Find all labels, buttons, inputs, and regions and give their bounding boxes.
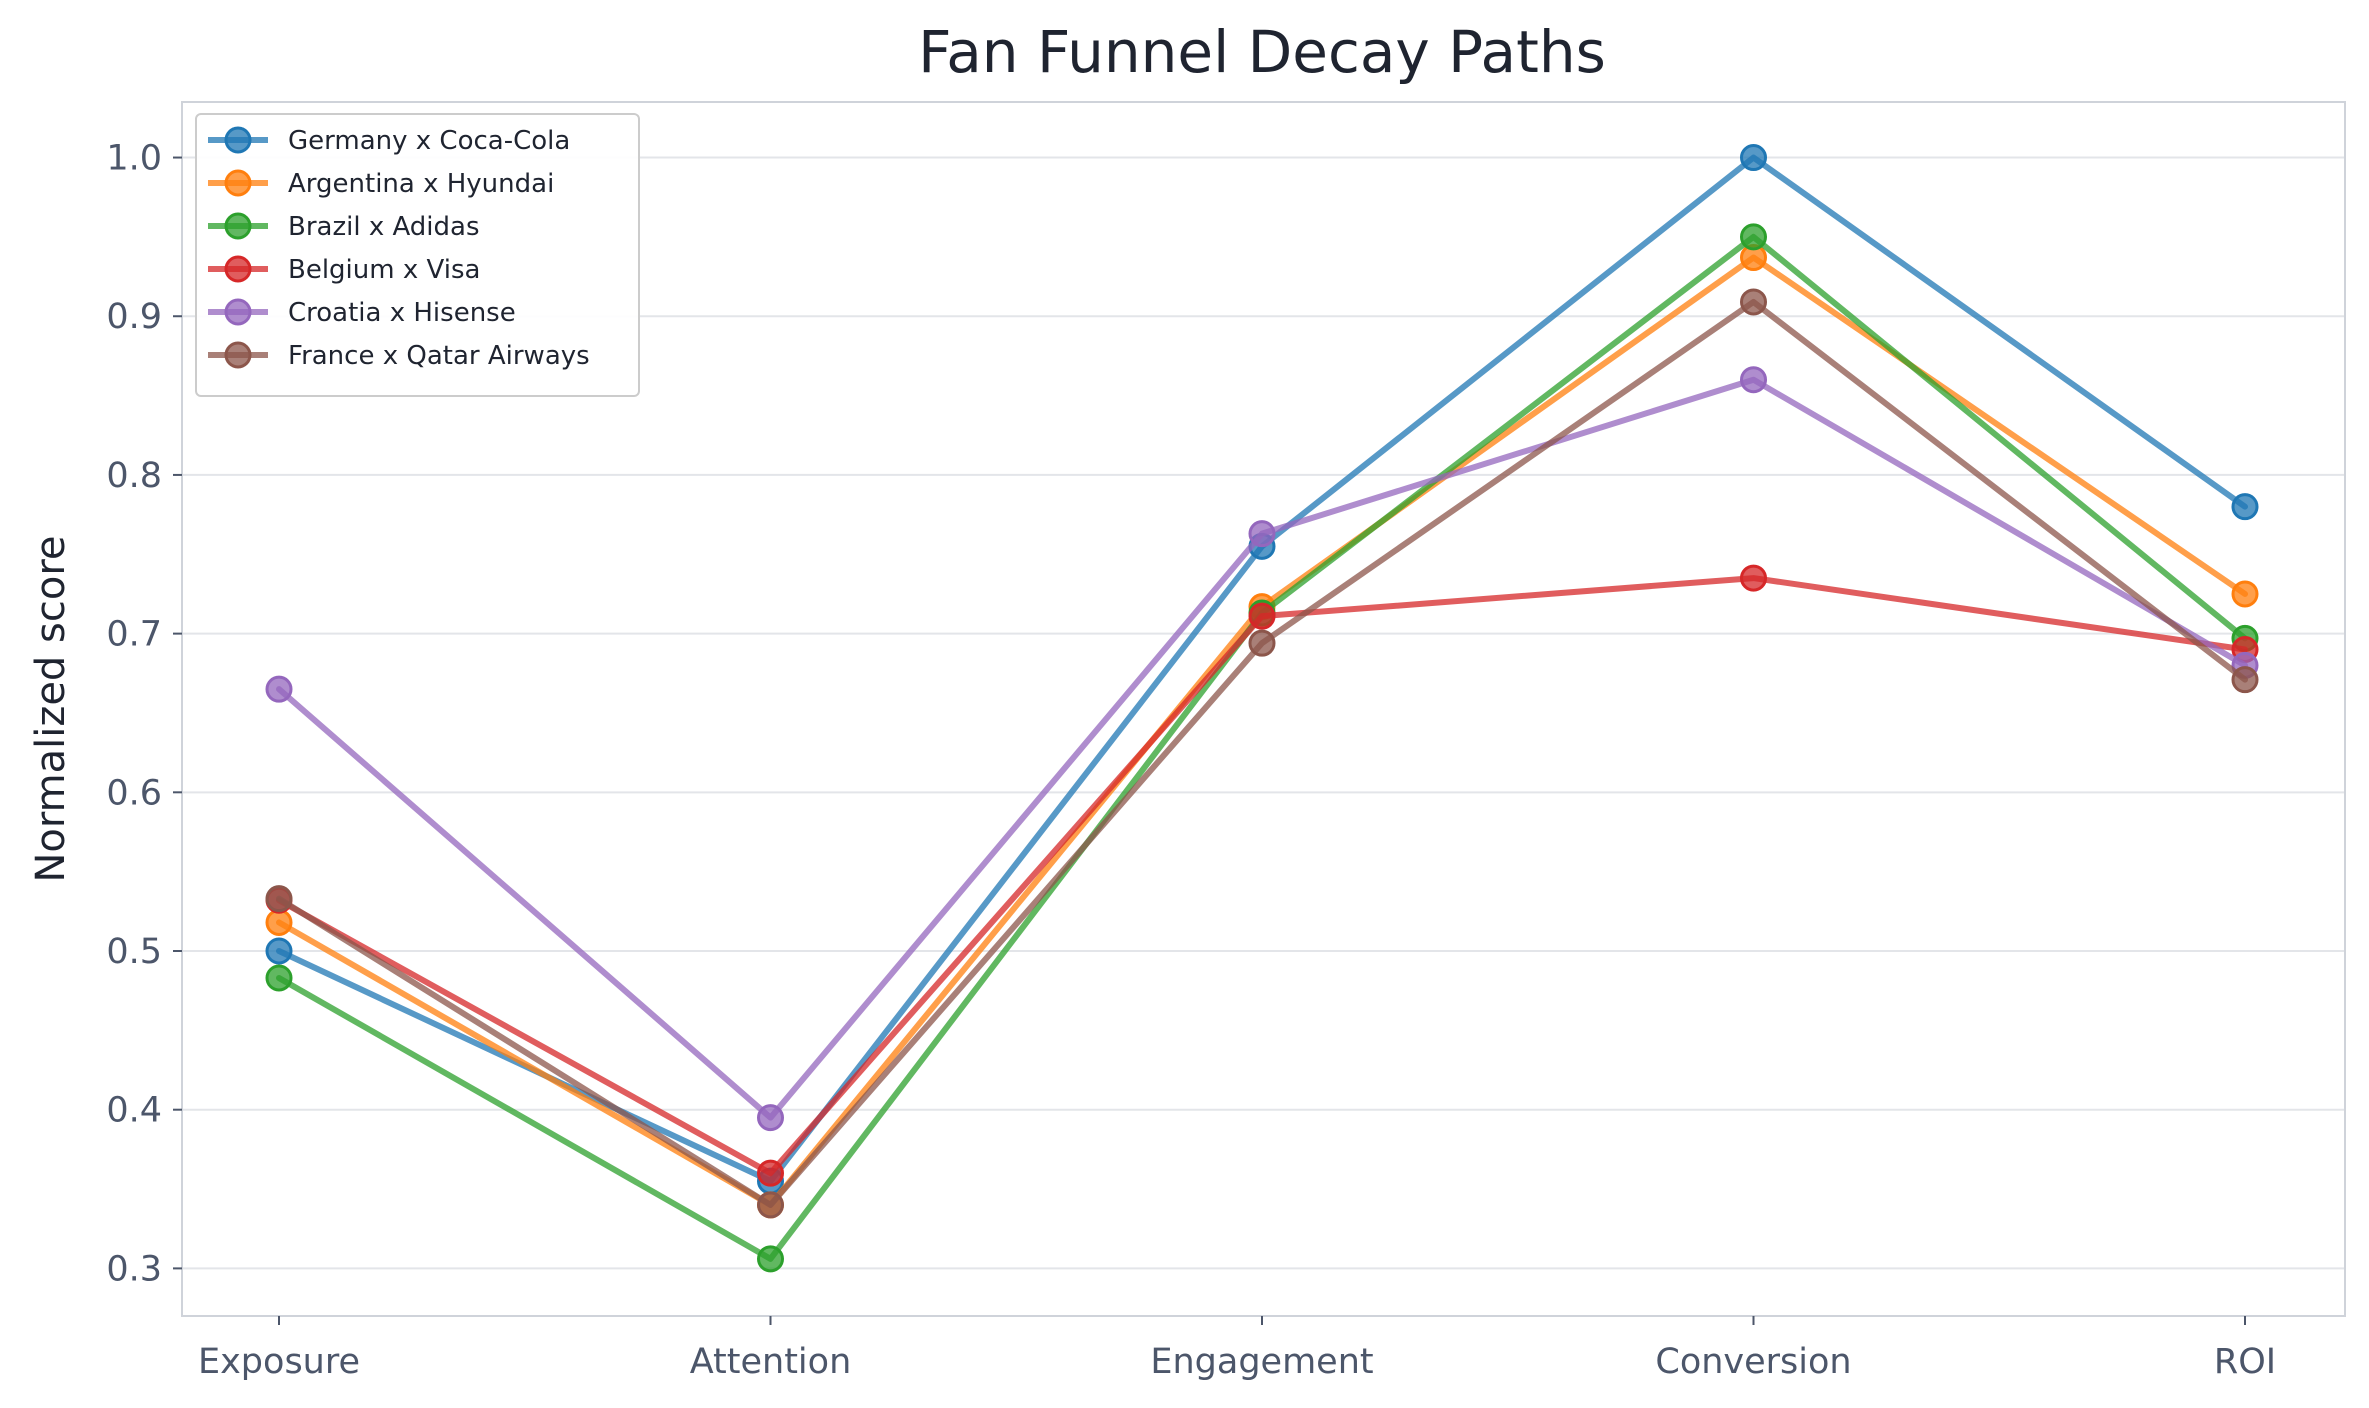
chart-title: Fan Funnel Decay Paths bbox=[918, 18, 1606, 86]
data-point bbox=[1740, 223, 1767, 251]
data-point bbox=[1740, 564, 1767, 592]
data-point bbox=[265, 908, 293, 936]
y-tick-label: 0.9 bbox=[106, 297, 162, 337]
y-tick-label: 0.7 bbox=[106, 615, 162, 655]
x-tick-label: Attention bbox=[690, 1342, 852, 1382]
data-point bbox=[1248, 629, 1276, 657]
data-point bbox=[2231, 666, 2259, 694]
legend: Germany x Coca-Cola Argentina x Hyundai Br… bbox=[195, 113, 640, 397]
legend-swatch-marker bbox=[224, 212, 252, 240]
data-point bbox=[1248, 520, 1276, 548]
legend-label: Croatia x Hisense bbox=[288, 298, 516, 328]
data-point bbox=[265, 675, 293, 703]
y-tick-label: 0.5 bbox=[106, 932, 162, 972]
data-point bbox=[757, 1191, 784, 1219]
legend-label: Germany x Coca-Cola bbox=[288, 126, 570, 156]
series-3 bbox=[265, 564, 2259, 1187]
data-point bbox=[265, 885, 293, 913]
x-tick-label: Conversion bbox=[1655, 1342, 1851, 1382]
legend-label: France x Qatar Airways bbox=[288, 341, 590, 371]
data-point bbox=[1248, 602, 1276, 630]
legend-swatch-marker bbox=[224, 169, 252, 197]
x-axis: Exposure Attention Engagement Conversion ROI bbox=[198, 1316, 2276, 1382]
data-point bbox=[265, 937, 293, 965]
data-point bbox=[757, 1245, 784, 1273]
data-point bbox=[1740, 366, 1767, 394]
plot-frame bbox=[181, 101, 2346, 1317]
y-tick-label: 0.6 bbox=[106, 773, 162, 813]
y-tick-label: 0.4 bbox=[106, 1091, 162, 1131]
data-point bbox=[1740, 144, 1767, 172]
data-point bbox=[757, 1104, 784, 1132]
legend-swatch-marker bbox=[224, 255, 252, 283]
y-tick-label: 0.8 bbox=[106, 456, 162, 496]
data-point bbox=[265, 964, 293, 992]
series-line bbox=[276, 298, 2248, 1208]
x-tick-label: Engagement bbox=[1150, 1342, 1373, 1382]
legend-label: Belgium x Visa bbox=[288, 255, 480, 285]
legend-swatch-marker bbox=[224, 126, 252, 154]
y-tick-label: 0.3 bbox=[106, 1249, 162, 1289]
legend-label: Brazil x Adidas bbox=[288, 212, 480, 242]
data-point bbox=[757, 1159, 784, 1187]
data-point bbox=[1740, 288, 1767, 316]
legend-swatch-marker bbox=[224, 341, 252, 369]
y-axis: 0.3 0.4 0.5 0.6 0.7 0.8 0.9 1.0 bbox=[106, 139, 182, 1289]
legend-label: Argentina x Hyundai bbox=[288, 169, 554, 199]
y-tick-label: 1.0 bbox=[106, 139, 162, 179]
series-group bbox=[265, 144, 2259, 1273]
series-4 bbox=[265, 366, 2259, 1132]
data-point bbox=[2231, 493, 2259, 521]
legend-box bbox=[195, 113, 640, 397]
legend-swatch-marker bbox=[224, 298, 252, 326]
x-tick-label: Exposure bbox=[198, 1342, 360, 1382]
series-5 bbox=[265, 288, 2259, 1219]
y-axis-label: Normalized score bbox=[28, 535, 74, 882]
series-line bbox=[276, 376, 2248, 1121]
x-tick-label: ROI bbox=[2214, 1342, 2276, 1382]
data-point bbox=[2231, 580, 2259, 608]
